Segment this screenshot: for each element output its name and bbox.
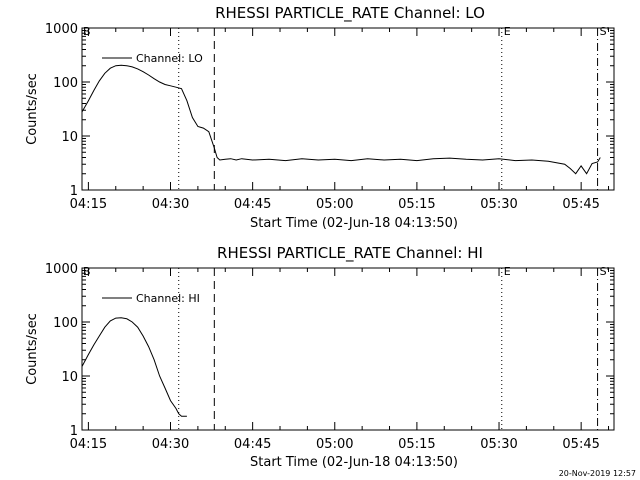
y-axis-label: Counts/sec [25, 313, 40, 385]
x-tick-label: 05:15 [398, 197, 435, 212]
corner-marker: B [83, 265, 91, 278]
chart-title: RHESSI PARTICLE_RATE Channel: HI [217, 244, 483, 263]
y-tick-label: 100 [53, 76, 78, 91]
series-line [81, 64, 601, 175]
x-tick-label: 04:30 [152, 197, 189, 212]
x-tick-label: 04:15 [70, 437, 107, 452]
x-tick-label: 05:00 [316, 437, 353, 452]
y-axis-label: Counts/sec [25, 73, 40, 145]
event-line-label: E [504, 25, 511, 38]
x-tick-label: 05:15 [398, 437, 435, 452]
event-line-label: S' [600, 25, 610, 38]
event-line-label: S' [600, 265, 610, 278]
x-tick-label: 05:45 [562, 437, 599, 452]
y-tick-label: 1 [70, 424, 78, 439]
y-tick-label: 1000 [45, 262, 78, 277]
x-tick-label: 05:00 [316, 197, 353, 212]
y-tick-label: 10 [61, 370, 78, 385]
x-tick-label: 05:45 [562, 197, 599, 212]
plot-frame [81, 27, 615, 191]
hi-channel-chart: RHESSI PARTICLE_RATE Channel: HI 1 10 100 10… [25, 244, 615, 470]
x-tick-label: 05:30 [480, 197, 517, 212]
y-tick-label: 1 [70, 184, 78, 199]
chart-title: RHESSI PARTICLE_RATE Channel: LO [215, 4, 485, 23]
legend-label: Channel: HI [136, 292, 200, 305]
y-tick-label: 1000 [45, 22, 78, 37]
x-axis-label: Start Time (02-Jun-18 04:13:50) [250, 455, 458, 470]
event-line-label: E [504, 265, 511, 278]
legend-label: Channel: LO [136, 52, 203, 65]
footer-timestamp: 20-Nov-2019 12:57 [559, 469, 636, 478]
corner-marker: B [83, 25, 91, 38]
x-tick-label: 04:45 [234, 197, 271, 212]
y-tick-label: 100 [53, 316, 78, 331]
y-tick-label: 10 [61, 130, 78, 145]
lo-channel-chart: RHESSI PARTICLE_RATE Channel: LO 1 10 100 10… [25, 4, 615, 231]
plot-frame [81, 267, 615, 431]
x-tick-label: 04:30 [152, 437, 189, 452]
series-line [81, 317, 187, 417]
x-tick-label: 04:45 [234, 437, 271, 452]
x-tick-label: 05:30 [480, 437, 517, 452]
x-tick-label: 04:15 [70, 197, 107, 212]
x-axis-label: Start Time (02-Jun-18 04:13:50) [250, 216, 458, 231]
